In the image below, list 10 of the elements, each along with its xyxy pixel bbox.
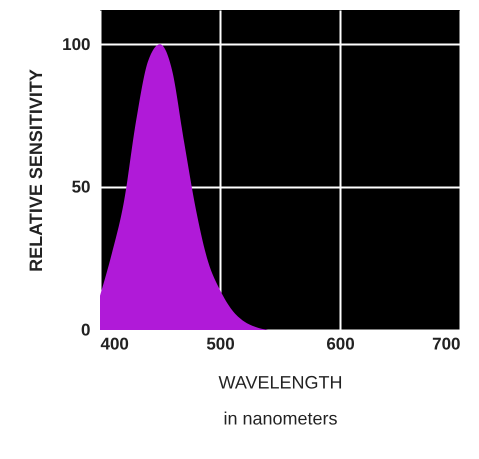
x-tick-label: 600 — [326, 334, 355, 354]
x-axis-title: WAVELENGTH — [218, 372, 343, 392]
x-tick-label: 700 — [432, 334, 460, 354]
y-axis-title: RELATIVE SENSITIVITY — [26, 69, 46, 272]
text: in nanometers — [223, 408, 338, 428]
y-tick-label: 100 — [62, 34, 90, 54]
x-tick-label: 400 — [100, 334, 129, 354]
y-tick-label: 0 — [81, 320, 90, 340]
y-tick-label: 50 — [72, 178, 90, 197]
x-tick-label: 500 — [206, 334, 235, 354]
